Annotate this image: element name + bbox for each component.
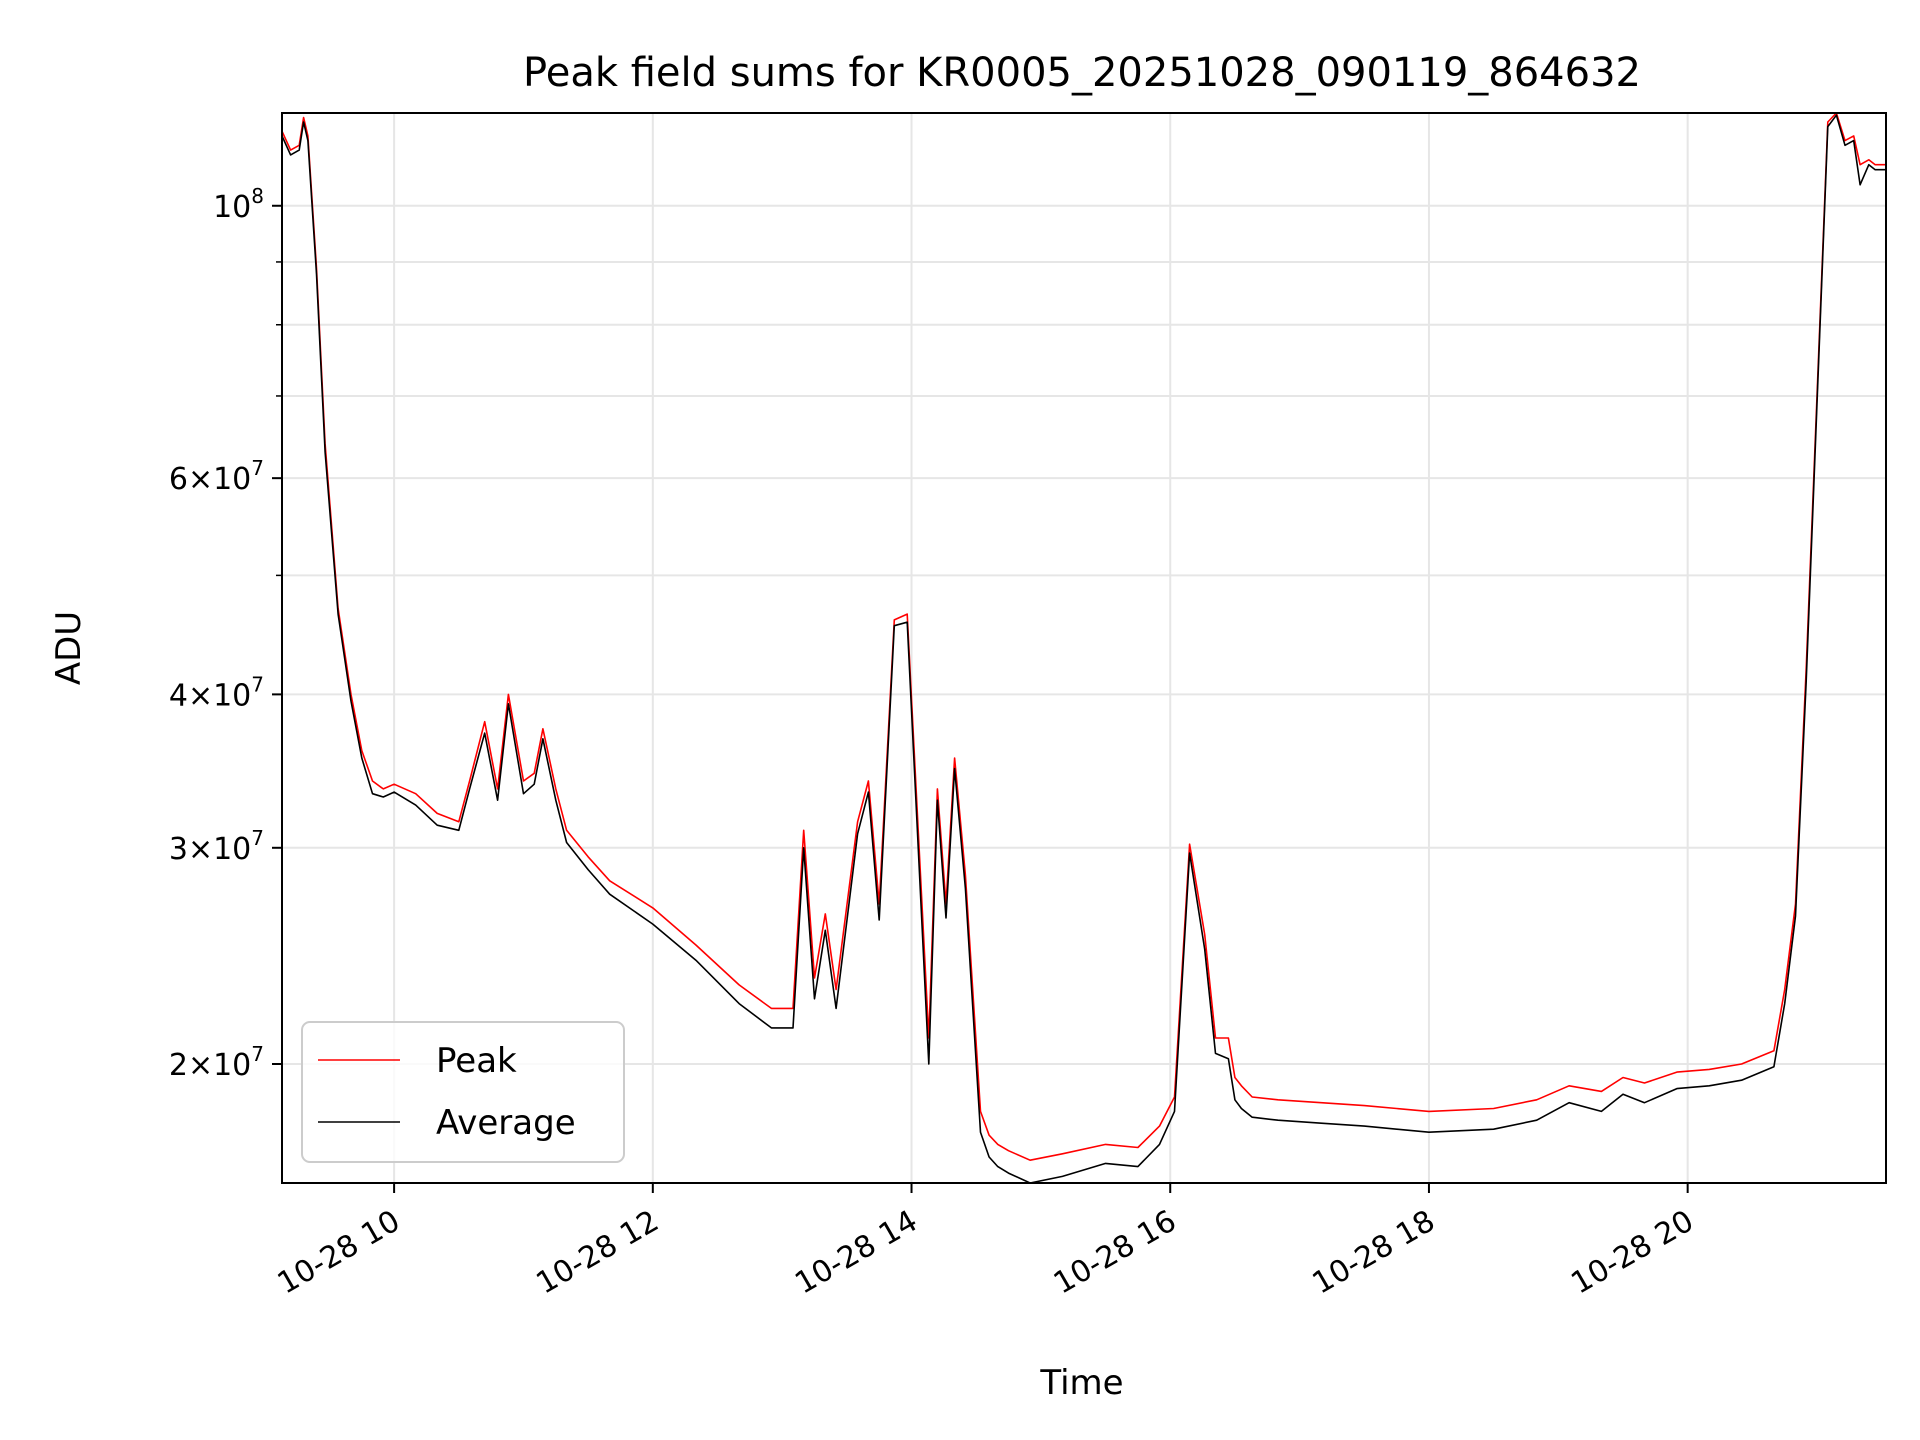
y-tick-label: 2×107 — [169, 1042, 264, 1083]
y-tick-exponent: 8 — [251, 184, 264, 208]
y-axis-label: ADU — [49, 611, 89, 685]
y-tick-times: × — [188, 462, 213, 497]
grid — [282, 113, 1886, 1183]
legend-label-peak: Peak — [436, 1041, 517, 1081]
y-tick-label: 6×107 — [169, 456, 264, 497]
y-tick-mantissa: 2 — [169, 1048, 188, 1083]
y-tick-base: 10 — [213, 462, 251, 497]
y-tick-exponent: 7 — [251, 826, 264, 850]
y-tick-exponent: 7 — [251, 1042, 264, 1066]
y-tick-base: 10 — [213, 1048, 251, 1083]
y-tick-times: × — [188, 678, 213, 713]
y-tick-mantissa: 6 — [169, 462, 188, 497]
chart-title: Peak field sums for KR0005_20251028_0901… — [523, 50, 1641, 96]
y-tick-base: 10 — [213, 832, 251, 867]
y-tick-label: 108 — [213, 184, 264, 225]
legend-label-average: Average — [436, 1103, 576, 1143]
y-tick-label: 3×107 — [169, 826, 264, 867]
y-tick-mantissa: 3 — [169, 832, 188, 867]
legend: Peak Average — [301, 1021, 625, 1163]
x-axis-label: Time — [1039, 1363, 1123, 1403]
series-line-peak — [282, 113, 1886, 1161]
legend-box — [301, 1021, 625, 1163]
y-tick-mantissa: 4 — [169, 678, 188, 713]
y-tick-base: 10 — [213, 190, 251, 225]
series-line-average — [282, 114, 1886, 1183]
y-tick-label: 4×107 — [169, 672, 264, 713]
plot-frame — [281, 112, 1887, 1184]
series-layer — [282, 113, 1886, 1183]
y-tick-base: 10 — [213, 678, 251, 713]
y-tick-exponent: 7 — [251, 456, 264, 480]
y-tick-times: × — [188, 832, 213, 867]
y-tick-times: × — [188, 1048, 213, 1083]
y-tick-exponent: 7 — [251, 672, 264, 696]
